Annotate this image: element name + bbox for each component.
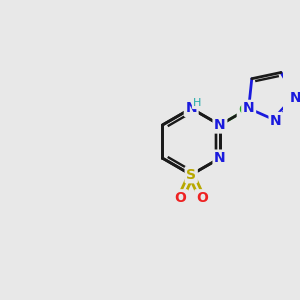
Text: N: N	[270, 113, 282, 128]
Text: S: S	[186, 168, 196, 182]
Text: H: H	[193, 98, 202, 108]
Text: O: O	[196, 191, 208, 205]
Text: O: O	[175, 191, 186, 205]
Text: N: N	[290, 91, 300, 105]
Text: Cl: Cl	[238, 103, 253, 117]
Text: N: N	[185, 101, 197, 116]
Text: N: N	[214, 118, 226, 132]
Text: N: N	[243, 101, 254, 116]
Text: N: N	[214, 151, 226, 165]
